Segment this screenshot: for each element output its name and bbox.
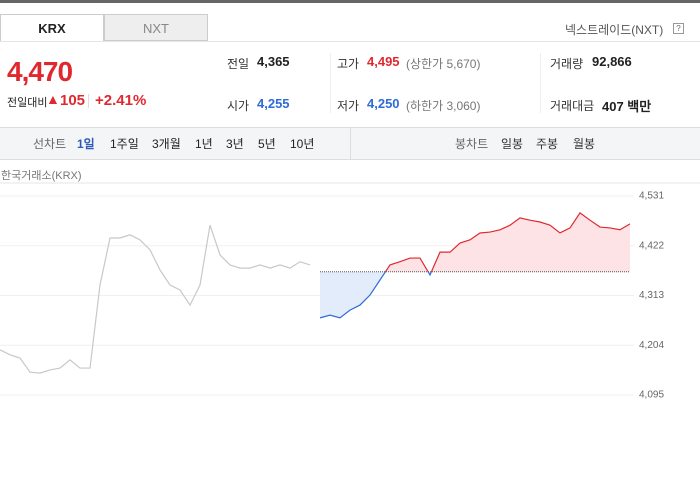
y-tick-label: 4,204: [639, 340, 664, 351]
y-tick-label: 4,095: [639, 390, 664, 401]
toolbar-item: 선차트: [33, 137, 67, 151]
nxt-link[interactable]: 넥스트레이드(NXT): [565, 23, 664, 37]
stat-note: (하한가 3,060): [406, 99, 481, 113]
area-up: [320, 212, 630, 272]
price: 4,470: [7, 56, 73, 87]
stat-value: 4,255: [257, 96, 290, 111]
stat-label: 시가: [227, 99, 250, 113]
change-arrow: ▲: [46, 91, 60, 107]
stat-value: 407 백만: [602, 99, 652, 114]
line-up: [384, 212, 631, 272]
toolbar-item[interactable]: 1주일: [110, 137, 139, 151]
stat-label: 고가: [337, 57, 360, 71]
tab[interactable]: KRX: [0, 14, 104, 41]
toolbar-item: 봉차트: [455, 137, 489, 151]
stat-label: 전일: [227, 57, 250, 71]
y-tick-label: 4,422: [639, 240, 664, 251]
toolbar-item[interactable]: 주봉: [536, 137, 559, 151]
chart-title: 한국거래소(KRX): [1, 169, 82, 182]
toolbar-item[interactable]: 10년: [290, 137, 315, 151]
divider: [350, 128, 351, 159]
stat-label: 거래대금: [550, 99, 595, 113]
y-tick-label: 4,313: [639, 290, 664, 301]
divider: [0, 41, 700, 42]
toolbar-item[interactable]: 5년: [258, 137, 276, 151]
change-label: 전일대비: [7, 97, 48, 109]
toolbar-item[interactable]: 일봉: [501, 137, 524, 151]
stat-value: 4,250: [367, 96, 400, 111]
help-icon[interactable]: ?: [673, 23, 684, 34]
stat-label: 거래량: [550, 57, 584, 71]
toolbar-item[interactable]: 3개월: [152, 137, 181, 151]
tab[interactable]: NXT: [104, 14, 208, 41]
toolbar-item[interactable]: 월봉: [573, 137, 596, 151]
stat-note: (상한가 5,670): [406, 57, 481, 71]
divider: [330, 53, 331, 113]
chart: 한국거래소(KRX) 4,095 4,204 4,313 4,422 4,531: [0, 169, 700, 401]
divider: [88, 94, 89, 108]
toolbar-item[interactable]: 1년: [195, 137, 213, 151]
change: 105: [60, 92, 86, 109]
stat-value: 4,495: [367, 54, 400, 69]
toolbar-item[interactable]: 3년: [226, 137, 244, 151]
stat-value: 4,365: [257, 54, 290, 69]
change-rate: +2.41%: [95, 92, 147, 109]
line: [0, 225, 311, 374]
y-tick-label: 4,531: [639, 191, 664, 202]
top-border: [0, 0, 700, 3]
toolbar-item[interactable]: 1일: [77, 137, 95, 151]
stat-label: 저가: [337, 99, 360, 113]
divider: [540, 53, 541, 113]
line-down: [319, 271, 433, 319]
area-down: [320, 271, 432, 318]
stat-value: 92,866: [592, 54, 632, 69]
